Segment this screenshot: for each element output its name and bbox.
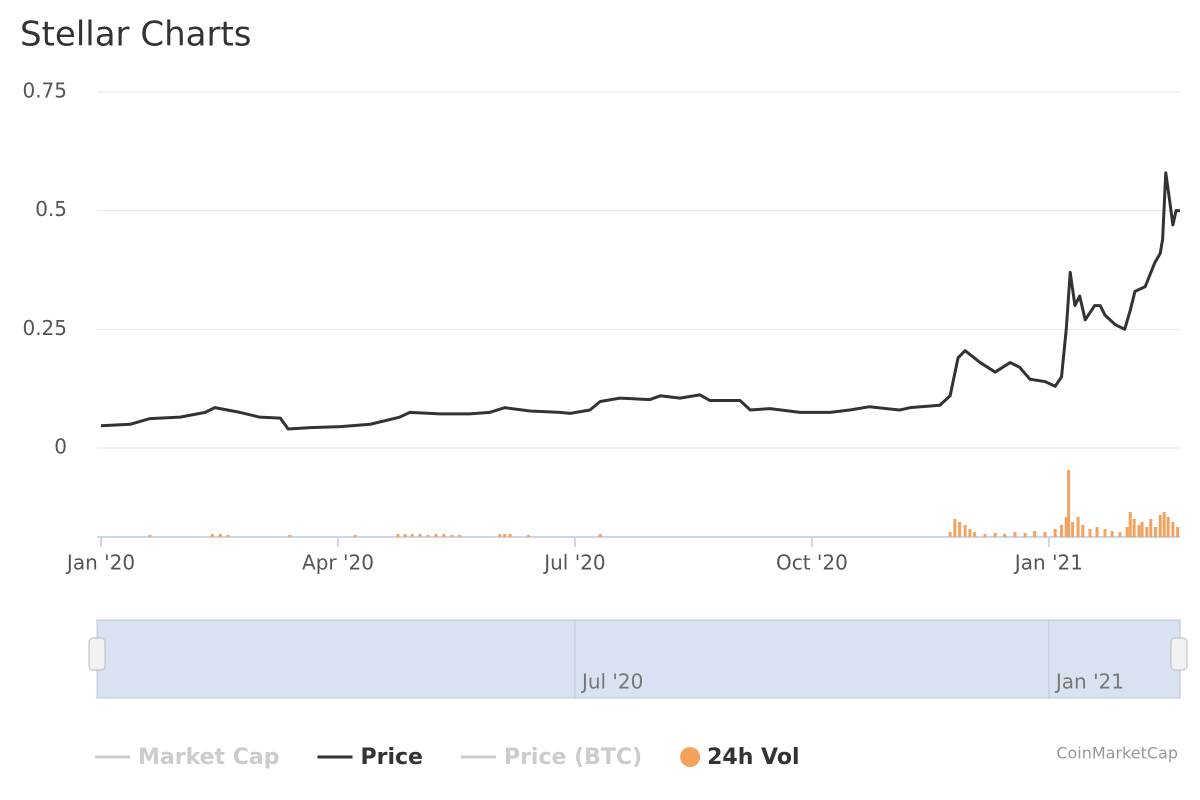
volume-bar <box>1088 529 1092 537</box>
x-tick-label: Oct '20 <box>776 551 848 575</box>
volume-bar <box>434 534 438 537</box>
volume-bar <box>426 535 430 537</box>
volume-bar <box>958 522 962 537</box>
volume-bar <box>396 534 400 537</box>
volume-bar <box>1060 525 1064 537</box>
navigator-window[interactable] <box>96 619 1181 699</box>
volume-bar <box>1149 519 1153 537</box>
volume-bar <box>993 533 997 537</box>
volume-bar <box>1053 529 1057 537</box>
volume-bar <box>1095 527 1099 537</box>
x-tick-label: Apr '20 <box>302 551 374 575</box>
legend-label[interactable]: Price <box>360 745 422 770</box>
volume-bar <box>948 532 952 537</box>
legend-label[interactable]: 24h Vol <box>707 745 799 770</box>
volume-bar <box>1128 512 1132 537</box>
volume-bar <box>1023 533 1027 537</box>
volume-bar <box>1154 527 1158 537</box>
chart-title: Stellar Charts <box>20 15 252 55</box>
volume-bar <box>973 532 977 537</box>
volume-bar <box>1132 519 1136 537</box>
volume-bar <box>288 535 292 537</box>
volume-bar <box>1003 534 1007 537</box>
volume-bar <box>442 534 446 537</box>
legend-label[interactable]: Price (BTC) <box>504 745 642 770</box>
price-line <box>100 171 1180 431</box>
volume-bar <box>1043 532 1047 537</box>
navigator-handle[interactable] <box>1170 637 1188 671</box>
y-tick-label: 0.25 <box>22 316 67 340</box>
volume-bar <box>1158 515 1162 537</box>
volume-bar <box>1071 522 1075 537</box>
volume-bar <box>226 535 230 537</box>
volume-bar <box>526 535 530 537</box>
credit[interactable]: CoinMarketCap <box>1056 744 1178 763</box>
volume-bar <box>210 534 214 537</box>
volume-bar <box>218 534 222 537</box>
volume-bar <box>1145 527 1149 537</box>
x-tick-label: Jan '21 <box>1013 551 1083 575</box>
volume-bar <box>953 519 957 537</box>
volume-bar <box>1033 531 1037 537</box>
volume-bar <box>963 525 967 537</box>
legend-symbol[interactable] <box>680 747 701 767</box>
volume-bar <box>1076 517 1080 537</box>
volume-bar <box>450 535 454 537</box>
volume-bar <box>1081 525 1085 537</box>
volume-bar <box>983 534 987 537</box>
volume-bar <box>418 534 422 537</box>
volume-bar <box>1118 532 1122 537</box>
navigator-handle[interactable] <box>88 637 106 671</box>
volume-bar <box>503 534 507 537</box>
volume-bar <box>1140 522 1144 537</box>
y-tick-label: 0.5 <box>35 197 67 221</box>
legend-label[interactable]: Market Cap <box>138 745 279 770</box>
volume-bar <box>353 535 357 537</box>
volume-bar <box>498 534 502 537</box>
navigator-tick-label: Jul '20 <box>580 670 643 694</box>
volume-bar <box>148 535 152 537</box>
volume-bar <box>1103 529 1107 537</box>
volume-bar <box>968 529 972 537</box>
volume-bar <box>598 534 602 537</box>
volume-bar <box>410 534 414 537</box>
volume-bar <box>508 534 512 537</box>
volume-bar <box>1110 531 1114 537</box>
y-tick-label: 0.75 <box>22 79 67 103</box>
volume-bar <box>1137 525 1141 537</box>
volume-bar <box>1013 532 1017 537</box>
volume-bar <box>1176 527 1180 537</box>
y-tick-label: 0 <box>54 435 67 459</box>
volume-bar <box>1067 470 1071 537</box>
volume-bar <box>1162 512 1166 537</box>
volume-bar <box>1125 527 1129 537</box>
volume-bar <box>1064 517 1068 537</box>
x-tick-label: Jan '20 <box>65 551 135 575</box>
volume-bar <box>403 534 407 537</box>
volume-bar <box>458 535 462 537</box>
volume-bar <box>1166 517 1170 537</box>
x-tick-label: Jul '20 <box>542 551 605 575</box>
navigator-tick-label: Jan '21 <box>1054 670 1124 694</box>
volume-bar <box>1171 522 1175 537</box>
